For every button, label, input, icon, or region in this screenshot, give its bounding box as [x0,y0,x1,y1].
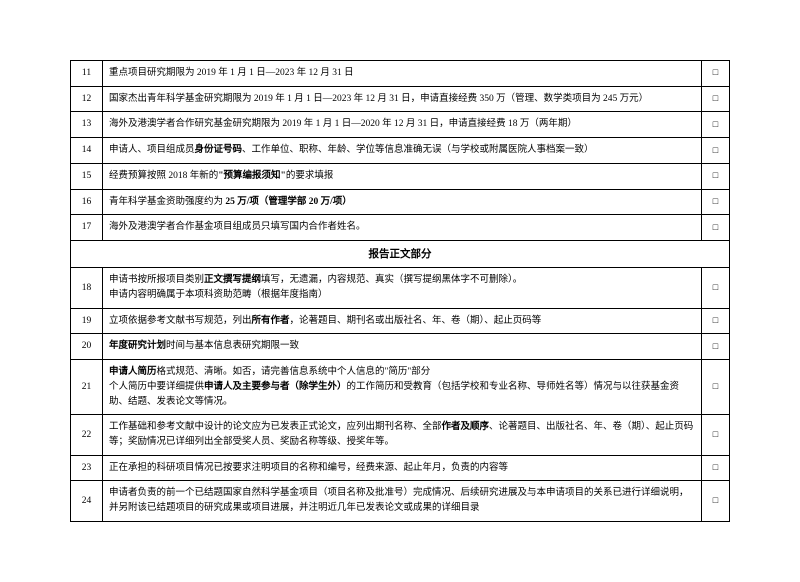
checkbox-cell[interactable]: □ [702,61,730,87]
row-content: 正在承担的科研项目情况已按要求注明项目的名称和编号，经费来源、起止年月，负责的内… [103,455,702,481]
row-content: 国家杰出青年科学基金研究期限为 2019 年 1 月 1 日—2023 年 12… [103,86,702,112]
table-row: 11重点项目研究期限为 2019 年 1 月 1 日—2023 年 12 月 3… [71,61,730,87]
table-row: 15经费预算按照 2018 年新的"预算编报须知"的要求填报□ [71,163,730,189]
checkbox-cell[interactable]: □ [702,86,730,112]
checkbox-cell[interactable]: □ [702,481,730,521]
table-row: 13海外及港澳学者合作研究基金研究期限为 2019 年 1 月 1 日—2020… [71,112,730,138]
row-number: 19 [71,308,103,334]
row-number: 20 [71,334,103,360]
checklist-table-container: 11重点项目研究期限为 2019 年 1 月 1 日—2023 年 12 月 3… [70,60,730,522]
row-content: 申请书按所报项目类别正文撰写提纲填写，无遗漏，内容规范、真实（撰写提纲黑体字不可… [103,268,702,308]
table-row: 22工作基础和参考文献中设计的论文应为已发表正式论文，应列出期刊名称、全部作者及… [71,415,730,455]
row-number: 16 [71,189,103,215]
row-content: 申请人、项目组成员身份证号码、工作单位、职称、年龄、学位等信息准确无误（与学校或… [103,138,702,164]
table-row: 24申请者负责的前一个已结题国家自然科学基金项目（项目名称及批准号）完成情况、后… [71,481,730,521]
checkbox-cell[interactable]: □ [702,415,730,455]
table-row: 23正在承担的科研项目情况已按要求注明项目的名称和编号，经费来源、起止年月，负责… [71,455,730,481]
checkbox-cell[interactable]: □ [702,163,730,189]
row-content: 经费预算按照 2018 年新的"预算编报须知"的要求填报 [103,163,702,189]
table-row: 14申请人、项目组成员身份证号码、工作单位、职称、年龄、学位等信息准确无误（与学… [71,138,730,164]
checkbox-cell[interactable]: □ [702,138,730,164]
row-content: 海外及港澳学者合作研究基金研究期限为 2019 年 1 月 1 日—2020 年… [103,112,702,138]
row-number: 22 [71,415,103,455]
checklist-table: 11重点项目研究期限为 2019 年 1 月 1 日—2023 年 12 月 3… [70,60,730,522]
checkbox-cell[interactable]: □ [702,112,730,138]
checkbox-cell[interactable]: □ [702,360,730,415]
row-number: 17 [71,215,103,241]
row-content: 立项依据参考文献书写规范，列出所有作者，论著题目、期刊名或出版社名、年、卷（期）… [103,308,702,334]
row-content: 申请人简历格式规范、清晰。如否，请完善信息系统中个人信息的"简历"部分个人简历中… [103,360,702,415]
section-header-cell: 报告正文部分 [71,241,730,268]
table-row: 21申请人简历格式规范、清晰。如否，请完善信息系统中个人信息的"简历"部分个人简… [71,360,730,415]
row-number: 14 [71,138,103,164]
row-number: 21 [71,360,103,415]
row-number: 11 [71,61,103,87]
table-row: 16青年科学基金资助强度约为 25 万/项（管理学部 20 万/项）□ [71,189,730,215]
table-row: 17海外及港澳学者合作基金项目组成员只填写国内合作者姓名。□ [71,215,730,241]
row-number: 24 [71,481,103,521]
section-header-row: 报告正文部分 [71,241,730,268]
row-number: 13 [71,112,103,138]
checkbox-cell[interactable]: □ [702,268,730,308]
table-row: 20年度研究计划时间与基本信息表研究期限一致□ [71,334,730,360]
row-content: 海外及港澳学者合作基金项目组成员只填写国内合作者姓名。 [103,215,702,241]
checkbox-cell[interactable]: □ [702,308,730,334]
row-number: 18 [71,268,103,308]
table-row: 19立项依据参考文献书写规范，列出所有作者，论著题目、期刊名或出版社名、年、卷（… [71,308,730,334]
row-number: 23 [71,455,103,481]
row-content: 青年科学基金资助强度约为 25 万/项（管理学部 20 万/项） [103,189,702,215]
checkbox-cell[interactable]: □ [702,334,730,360]
checkbox-cell[interactable]: □ [702,455,730,481]
row-content: 重点项目研究期限为 2019 年 1 月 1 日—2023 年 12 月 31 … [103,61,702,87]
row-number: 15 [71,163,103,189]
row-content: 申请者负责的前一个已结题国家自然科学基金项目（项目名称及批准号）完成情况、后续研… [103,481,702,521]
checkbox-cell[interactable]: □ [702,189,730,215]
table-row: 12国家杰出青年科学基金研究期限为 2019 年 1 月 1 日—2023 年 … [71,86,730,112]
row-content: 年度研究计划时间与基本信息表研究期限一致 [103,334,702,360]
table-row: 18申请书按所报项目类别正文撰写提纲填写，无遗漏，内容规范、真实（撰写提纲黑体字… [71,268,730,308]
row-number: 12 [71,86,103,112]
row-content: 工作基础和参考文献中设计的论文应为已发表正式论文，应列出期刊名称、全部作者及顺序… [103,415,702,455]
checkbox-cell[interactable]: □ [702,215,730,241]
